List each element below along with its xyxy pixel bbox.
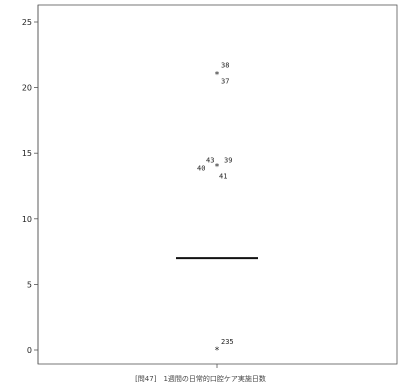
y-tick-label: 5 <box>27 280 32 289</box>
y-tick-label: 15 <box>22 149 32 158</box>
outlier-marker: * <box>215 346 220 356</box>
outlier-label: 37 <box>221 77 229 85</box>
plot-frame <box>37 4 398 365</box>
x-axis-label: [問47] 1週間の日常的口腔ケア実施日数 <box>135 375 266 383</box>
y-tick-label: 0 <box>27 346 32 355</box>
outlier-label: 38 <box>221 61 229 69</box>
outlier-label: 40 <box>197 164 205 172</box>
y-tick-label: 25 <box>22 18 32 27</box>
y-axis-ticks: 0 5 10 15 20 25 <box>22 18 38 355</box>
outlier-marker: * <box>215 162 220 172</box>
outlier-marker: * <box>215 70 220 80</box>
outlier-label: 235 <box>221 338 234 346</box>
outlier-label: 39 <box>224 156 232 164</box>
outlier-label: 43 <box>206 156 214 164</box>
outlier-label: 41 <box>219 172 227 180</box>
y-tick-label: 10 <box>22 215 32 224</box>
y-tick-label: 20 <box>22 84 32 93</box>
